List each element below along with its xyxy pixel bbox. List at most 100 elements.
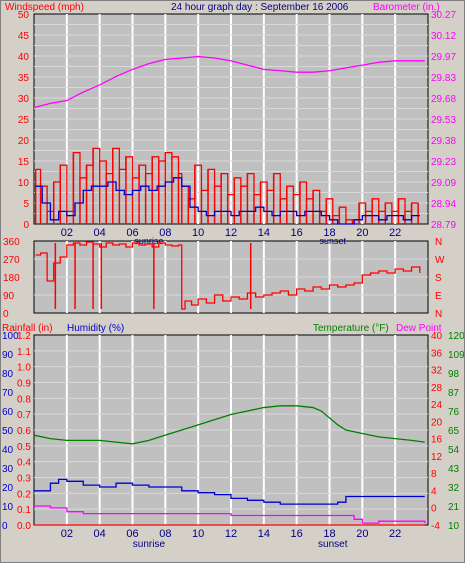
temp-f-y-tick: 87 bbox=[448, 388, 460, 399]
rain-y-tick: 1.2 bbox=[17, 331, 31, 342]
temperature-line bbox=[33, 405, 425, 445]
humidity-y-tick: 90 bbox=[2, 350, 14, 361]
x-tick-label: 22 bbox=[389, 227, 401, 239]
wind-y-tick: 20 bbox=[18, 136, 30, 147]
rain-y-tick: 1.1 bbox=[17, 347, 31, 358]
rain-y-tick: 0.1 bbox=[17, 505, 31, 516]
x-tick-label: 18 bbox=[323, 528, 335, 540]
barometer-y-tick: 29.53 bbox=[431, 115, 456, 126]
x-tick-label: 02 bbox=[61, 227, 73, 239]
direction-y-tick: 180 bbox=[3, 273, 20, 284]
direction-y-tick: 360 bbox=[3, 237, 20, 248]
humidity-y-tick: 20 bbox=[2, 483, 14, 494]
temp-f-y-tick: 21 bbox=[448, 502, 460, 513]
wind-y-tick: 5 bbox=[23, 199, 29, 210]
temp-c-y-tick: 20 bbox=[431, 417, 443, 428]
humidity-y-tick: 30 bbox=[2, 464, 14, 475]
x-tick-label: 16 bbox=[291, 227, 303, 239]
sunset-label: sunset bbox=[318, 539, 348, 550]
temp-c-y-tick: 12 bbox=[431, 452, 443, 463]
barometer-y-tick: 30.12 bbox=[431, 31, 456, 42]
wind-y-tick: 35 bbox=[18, 73, 30, 84]
compass-y-tick: W bbox=[435, 255, 445, 266]
compass-y-tick: S bbox=[435, 273, 442, 284]
sunset-label: sunset bbox=[320, 236, 347, 246]
x-tick-label: 12 bbox=[225, 528, 237, 540]
wind-y-tick: 15 bbox=[18, 157, 30, 168]
windspeed-header: Windspeed (mph) bbox=[5, 2, 84, 13]
wind-y-tick: 10 bbox=[18, 178, 30, 189]
barometer-line bbox=[33, 55, 425, 109]
temp-f-y-tick: 65 bbox=[448, 426, 460, 437]
temp-f-y-tick: 98 bbox=[448, 369, 460, 380]
temp-f-y-tick: 43 bbox=[448, 464, 460, 475]
humidity-header: Humidity (%) bbox=[67, 323, 124, 334]
humidity-y-tick: 70 bbox=[2, 388, 14, 399]
wind-y-tick: 25 bbox=[18, 115, 30, 126]
x-tick-label: 10 bbox=[192, 528, 204, 540]
x-tick-label: 04 bbox=[94, 528, 106, 540]
x-tick-label: 02 bbox=[61, 528, 73, 540]
barometer-y-tick: 29.23 bbox=[431, 157, 456, 168]
temperature-header: Temperature (°F) bbox=[313, 323, 389, 334]
x-tick-label: 12 bbox=[225, 227, 237, 239]
temp-f-y-tick: 76 bbox=[448, 407, 460, 418]
temp-f-y-tick: 120 bbox=[448, 331, 464, 342]
humidity-y-tick: 40 bbox=[2, 445, 14, 456]
temp-f-y-tick: 109 bbox=[448, 350, 464, 361]
rain-y-tick: 0.0 bbox=[17, 521, 31, 532]
compass-y-tick: N bbox=[435, 309, 442, 320]
temp-c-y-tick: 36 bbox=[431, 348, 443, 359]
temp-c-y-tick: 4 bbox=[431, 486, 437, 497]
barometer-y-tick: 28.79 bbox=[431, 220, 456, 231]
temp-f-y-tick: 32 bbox=[448, 483, 460, 494]
x-tick-label: 14 bbox=[258, 227, 270, 239]
humidity-line bbox=[34, 478, 425, 505]
x-tick-label: 22 bbox=[389, 528, 401, 540]
direction-y-tick: 270 bbox=[3, 255, 20, 266]
temp-f-y-tick: 10 bbox=[448, 521, 460, 532]
rain-y-tick: 0.4 bbox=[17, 458, 31, 469]
temp-f-y-tick: 54 bbox=[448, 445, 460, 456]
wind-y-tick: 40 bbox=[18, 52, 30, 63]
barometer-header: Barometer (in.) bbox=[373, 2, 440, 13]
x-tick-label: 06 bbox=[126, 227, 138, 239]
barometer-y-tick: 29.83 bbox=[431, 73, 456, 84]
rain-y-tick: 0.6 bbox=[17, 426, 31, 437]
rain-y-tick: 1.0 bbox=[17, 363, 31, 374]
rain-y-tick: 0.7 bbox=[17, 410, 31, 421]
temp-c-y-tick: 16 bbox=[431, 435, 443, 446]
dewpoint-line bbox=[34, 505, 426, 524]
sunrise-label: sunrise bbox=[133, 539, 166, 550]
x-tick-label: 04 bbox=[94, 227, 106, 239]
barometer-y-tick: 29.68 bbox=[431, 94, 456, 105]
direction-y-tick: 90 bbox=[3, 291, 15, 302]
wind-y-tick: 0 bbox=[23, 220, 29, 231]
temp-c-y-tick: 40 bbox=[431, 331, 443, 342]
temp-c-y-tick: 24 bbox=[431, 400, 443, 411]
barometer-y-tick: 29.97 bbox=[431, 52, 456, 63]
compass-y-tick: N bbox=[435, 237, 442, 248]
x-tick-label: 14 bbox=[258, 528, 270, 540]
rain-y-tick: 0.3 bbox=[17, 474, 31, 485]
humidity-y-tick: 80 bbox=[2, 369, 14, 380]
temp-c-y-tick: 0 bbox=[431, 504, 437, 515]
x-tick-label: 08 bbox=[159, 528, 171, 540]
x-tick-label: 20 bbox=[356, 227, 368, 239]
gust-line bbox=[35, 147, 419, 221]
rain-y-tick: 0.2 bbox=[17, 489, 31, 500]
barometer-y-tick: 29.09 bbox=[431, 178, 456, 189]
humidity-y-tick: 60 bbox=[2, 407, 14, 418]
chart-title: 24 hour graph day : September 16 2006 bbox=[171, 2, 349, 13]
compass-y-tick: E bbox=[435, 291, 442, 302]
x-tick-label: 10 bbox=[192, 227, 204, 239]
humidity-y-tick: 10 bbox=[2, 502, 14, 513]
barometer-y-tick: 28.94 bbox=[431, 199, 456, 210]
sunrise-label: sunrise bbox=[134, 236, 163, 246]
dewpoint-header: Dew Point bbox=[396, 323, 442, 334]
wind-y-tick: 50 bbox=[18, 10, 30, 21]
wind-y-tick: 45 bbox=[18, 31, 30, 42]
direction-y-tick: 0 bbox=[3, 309, 9, 320]
